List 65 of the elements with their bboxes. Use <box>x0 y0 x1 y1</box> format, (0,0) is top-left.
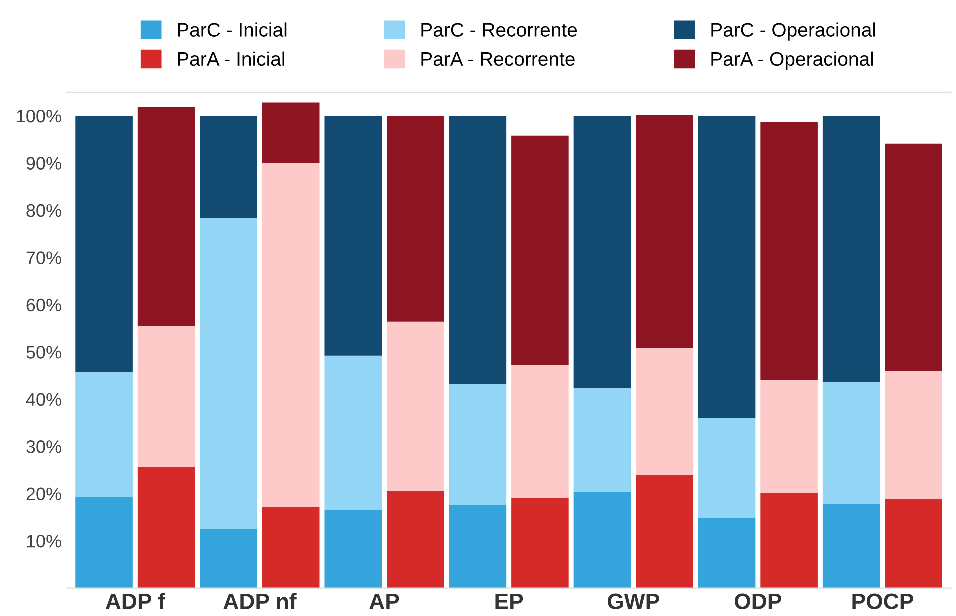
x-tick-label: AP <box>370 594 400 610</box>
bar <box>760 493 818 588</box>
bar <box>449 505 507 588</box>
y-tick-label: 40% <box>26 393 62 406</box>
bar <box>574 388 632 492</box>
y-tick-label: 80% <box>26 204 62 218</box>
bar <box>822 116 880 382</box>
y-tick-label: 90% <box>26 157 62 170</box>
x-tick-label: ADP nf <box>224 593 297 610</box>
legend-label: ParC - Recorrente <box>422 23 578 37</box>
bar <box>449 116 507 384</box>
bar <box>698 116 756 418</box>
legend-label: ParA - Recorrente <box>422 52 575 66</box>
bar <box>885 371 942 500</box>
bar <box>512 136 569 366</box>
y-tick-label: 70% <box>26 252 62 264</box>
bar <box>262 507 320 588</box>
bar <box>138 107 196 326</box>
y-tick-label: 100% <box>17 110 62 123</box>
x-tick-label: EP <box>496 594 524 610</box>
legend-label: ParA - Operacional <box>712 52 874 70</box>
bar <box>574 116 632 388</box>
bar <box>76 372 133 498</box>
legend-label: ParA - Inicial <box>178 52 284 66</box>
bar <box>636 475 694 588</box>
bar <box>387 116 444 322</box>
bar <box>387 490 444 588</box>
bar <box>885 499 942 588</box>
bar <box>324 116 382 356</box>
bar <box>760 122 818 380</box>
bar <box>822 504 880 588</box>
bar <box>76 497 133 588</box>
y-tick-label: 20% <box>26 488 62 501</box>
y-tick-label: 30% <box>26 440 62 454</box>
bar <box>76 116 133 372</box>
bar <box>262 163 320 508</box>
bar <box>698 418 756 518</box>
legend-label: ParC - Operacional <box>712 22 876 41</box>
bar <box>138 467 196 588</box>
bar <box>822 382 880 504</box>
bar <box>636 115 694 348</box>
bar <box>760 380 818 494</box>
bar <box>138 326 196 468</box>
bar <box>574 492 632 588</box>
bar <box>512 498 569 588</box>
y-tick-label: 60% <box>26 298 62 312</box>
bar <box>512 365 569 498</box>
bar <box>449 384 507 506</box>
bar <box>636 348 694 476</box>
bar <box>324 356 382 510</box>
legend-label: ParC - Inicial <box>178 22 287 37</box>
bar <box>885 144 942 372</box>
y-tick-label: 50% <box>26 346 62 359</box>
x-tick-label: ODP <box>735 594 782 610</box>
x-tick-label: POCP <box>852 594 914 610</box>
bar <box>387 322 444 491</box>
bar <box>324 510 382 588</box>
x-tick-label: ADP f <box>106 593 166 610</box>
bar <box>698 518 756 588</box>
bar <box>262 102 320 164</box>
x-tick-label: GWP <box>608 594 660 610</box>
bar <box>200 218 258 530</box>
y-tick-label: 10% <box>27 534 62 548</box>
bar <box>200 116 258 218</box>
bar <box>200 529 258 588</box>
